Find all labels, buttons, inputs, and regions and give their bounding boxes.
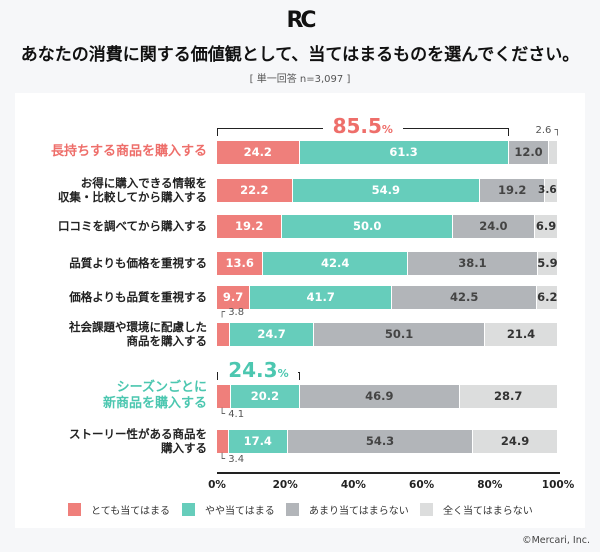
copyright: ©Mercari, Inc. <box>522 535 590 546</box>
bar-segment: 5.9 <box>537 251 558 275</box>
logo: RC <box>286 8 316 33</box>
bar-segment: 21.4 <box>485 322 558 346</box>
bar-segment: 54.9 <box>292 178 480 202</box>
legend-item: 全く当てはまらない <box>420 502 533 517</box>
bar-segment: 19.2 <box>479 178 546 202</box>
bar-segment: 24.7 <box>229 322 315 346</box>
x-tick-label: 60% <box>409 479 435 491</box>
value-callout: └ 3.4 <box>219 454 245 465</box>
legend-label: あまり当てはまらない <box>309 506 409 517</box>
bar-segment <box>217 429 229 453</box>
legend-label: やや当てはまる <box>205 506 275 517</box>
bar-segment: 24.9 <box>473 429 558 453</box>
legend-swatch <box>182 503 195 516</box>
x-tick-label: 80% <box>477 479 503 491</box>
chart-panel <box>15 93 585 528</box>
category-label: 長持ちする商品を購入する <box>50 144 207 159</box>
value-callout: ┌ 3.8 <box>219 307 245 318</box>
value-callout: 2.6 ┐ <box>535 125 561 136</box>
bar-segment: 28.7 <box>459 384 558 408</box>
legend-swatch <box>420 503 433 516</box>
total-value: 85.5% <box>322 114 403 138</box>
x-tick-label: 20% <box>272 479 298 491</box>
x-tick-label: 100% <box>541 479 575 491</box>
bar-segment: 6.9 <box>534 214 559 238</box>
category-label: ストーリー性がある商品を 購入する <box>69 427 207 455</box>
bar-segment: 19.2 <box>217 214 283 238</box>
legend-label: とても当てはまる <box>91 506 170 517</box>
bar-segment <box>217 384 231 408</box>
bar-segment: 46.9 <box>299 384 460 408</box>
category-label: 社会課題や環境に配慮した 商品を購入する <box>69 320 207 348</box>
bar-segment: 24.2 <box>217 140 300 164</box>
bar-segment: 20.2 <box>230 384 300 408</box>
legend-swatch <box>286 503 299 516</box>
category-label: 口コミを調べてから購入する <box>57 219 207 233</box>
bar-segment: 3.6 <box>538 178 558 202</box>
bar-segment: 50.1 <box>314 322 485 346</box>
bar-segment <box>549 140 559 164</box>
bar-segment: 61.3 <box>299 140 509 164</box>
value-callout: └ 4.1 <box>219 409 245 420</box>
bar-segment: 41.7 <box>250 285 393 309</box>
x-axis <box>217 472 560 474</box>
chart-title: あなたの消費に関する価値観として、当てはまるものを選んでください。 <box>20 45 580 65</box>
legend-label: 全く当てはまらない <box>443 506 533 517</box>
bar-segment: 22.2 <box>217 178 293 202</box>
bar-segment: 17.4 <box>228 429 288 453</box>
bar-segment: 13.6 <box>217 251 264 275</box>
bar-segment: 54.3 <box>287 429 474 453</box>
bar-segment: 50.0 <box>282 214 453 238</box>
bar-segment: 42.4 <box>263 251 408 275</box>
category-label: シーズンごとに 新商品を購入する <box>102 380 207 411</box>
category-label: お得に購入できる情報を 収集・比較してから購入する <box>57 176 207 204</box>
legend-item: とても当てはまる <box>68 502 170 517</box>
bar-segment: 38.1 <box>407 251 538 275</box>
x-tick-label: 0% <box>208 479 226 491</box>
legend-item: あまり当てはまらない <box>286 502 409 517</box>
bar-segment: 42.5 <box>392 285 538 309</box>
bar-segment: 12.0 <box>508 140 550 164</box>
bar-segment: 24.0 <box>452 214 535 238</box>
legend-item: やや当てはまる <box>182 502 275 517</box>
legend-swatch <box>68 503 81 516</box>
total-value: 24.3% <box>218 358 299 382</box>
chart-subtitle: [ 単一回答 n=3,097 ] <box>249 74 351 85</box>
bar-segment: 6.2 <box>537 285 559 309</box>
category-label: 価格よりも品質を重視する <box>69 290 207 304</box>
category-label: 品質よりも価格を重視する <box>69 256 207 270</box>
bar-segment <box>217 322 230 346</box>
x-tick-label: 40% <box>340 479 366 491</box>
bar-segment: 9.7 <box>217 285 251 309</box>
